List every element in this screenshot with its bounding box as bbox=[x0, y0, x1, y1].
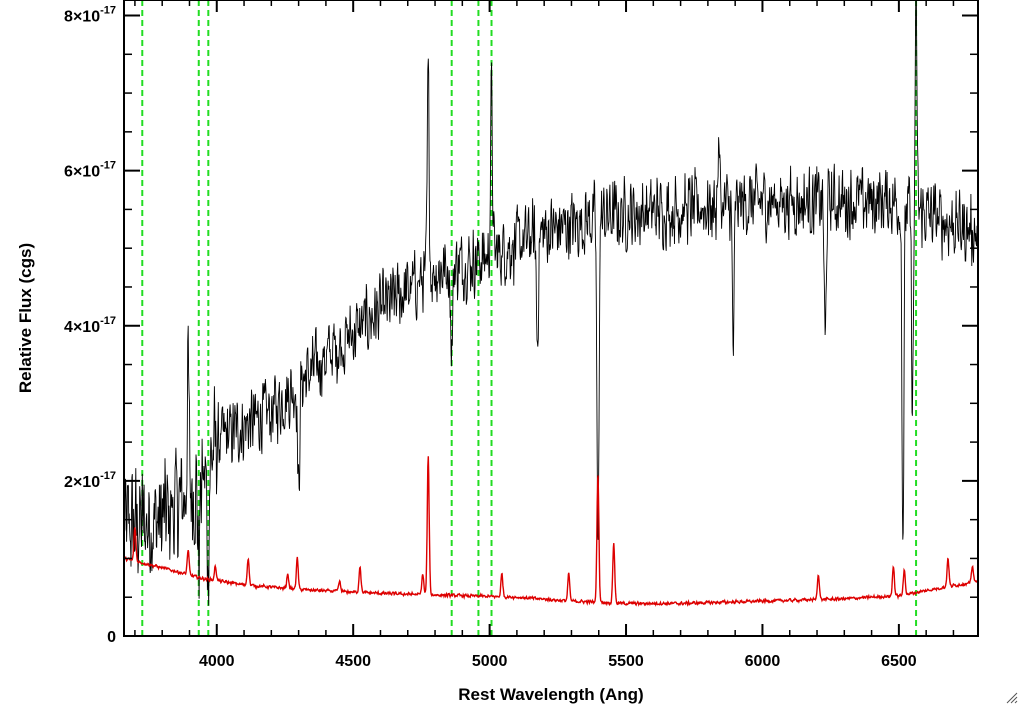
series-line-observed bbox=[124, 0, 978, 606]
series-layer bbox=[124, 0, 978, 607]
y-axis: 0 2×10-17 4×10-17 6×10-17 8×10-17 bbox=[64, 5, 978, 646]
y-tick-label: 6×10-17 bbox=[64, 160, 116, 181]
x-tick-label: 4500 bbox=[335, 653, 371, 670]
x-tick-label: 5000 bbox=[472, 653, 508, 670]
plot-frame bbox=[123, 0, 979, 637]
y-axis-title: Relative Flux (cgs) bbox=[16, 243, 35, 393]
y-tick-label: 0 bbox=[107, 629, 116, 646]
x-tick-label: 6000 bbox=[745, 653, 781, 670]
x-tick-label: 5500 bbox=[608, 653, 644, 670]
y-tick-label: 8×10-17 bbox=[64, 5, 116, 26]
x-tick-label: 4000 bbox=[199, 653, 235, 670]
vertical-markers bbox=[141, 0, 918, 636]
x-axis-title: Rest Wavelength (Ang) bbox=[458, 685, 643, 704]
y-tick-label: 4×10-17 bbox=[64, 315, 116, 336]
resize-grip-icon[interactable] bbox=[1004, 690, 1018, 704]
x-tick-label: 6500 bbox=[881, 653, 917, 670]
y-tick-label: 2×10-17 bbox=[64, 470, 116, 491]
x-axis: 4000 4500 5000 5500 6000 6500 bbox=[134, 0, 955, 670]
series-line-model bbox=[124, 456, 978, 607]
